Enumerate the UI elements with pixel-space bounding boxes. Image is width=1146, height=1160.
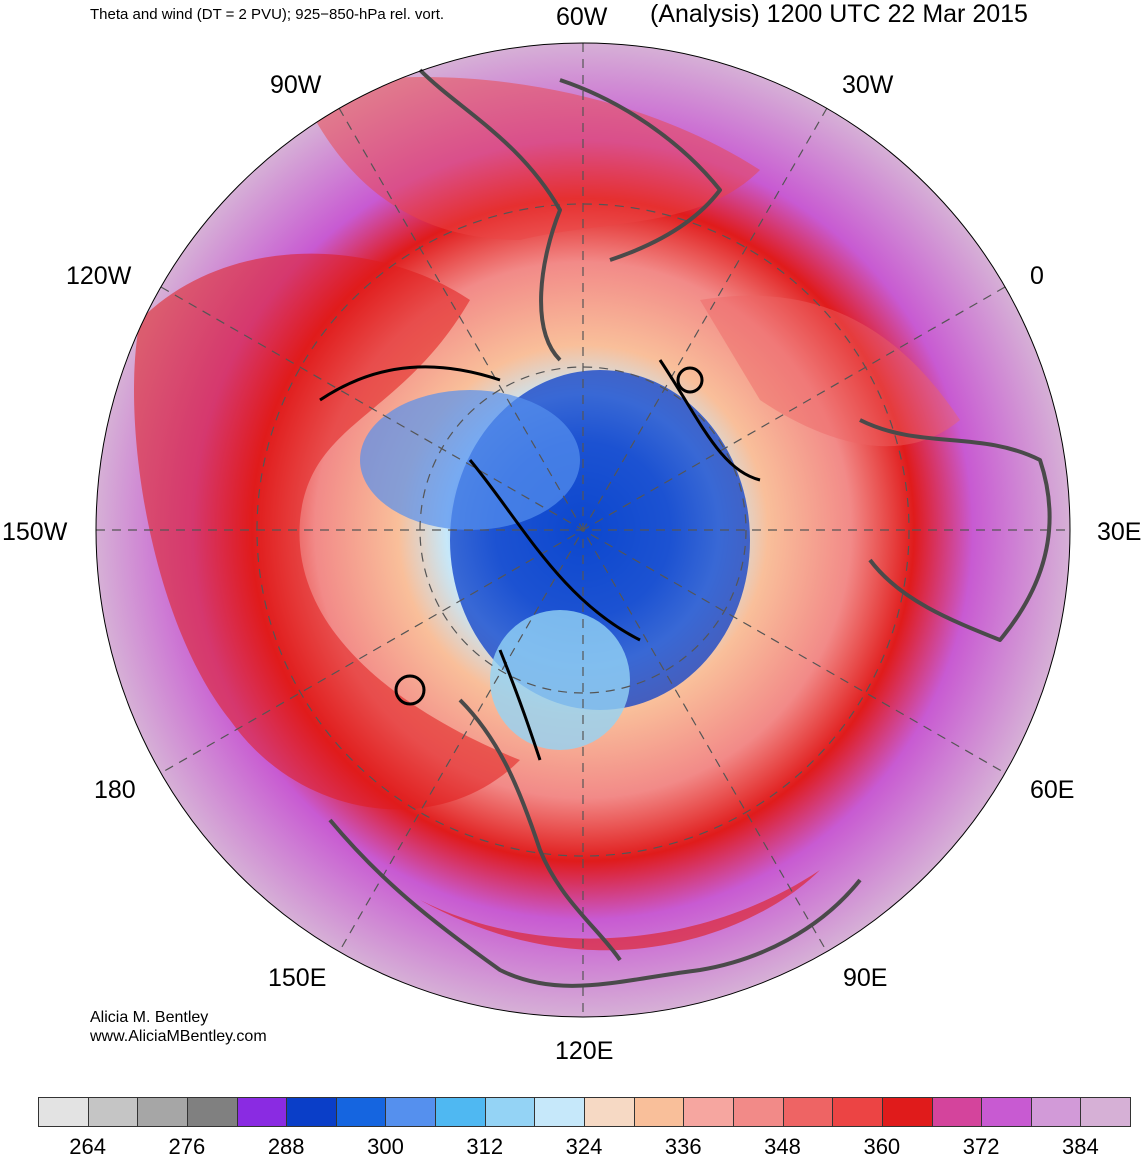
- lon-label-60w: 60W: [556, 3, 608, 31]
- colorbar-tick-label: 384: [1062, 1134, 1099, 1159]
- colorbar-swatch: [186, 1097, 238, 1127]
- lon-label-90e: 90E: [843, 964, 888, 992]
- lon-label-120w: 120W: [66, 262, 132, 290]
- colorbar-tick-label: 360: [863, 1134, 901, 1159]
- colorbar-swatch: [1030, 1097, 1082, 1127]
- lon-label-120e: 120E: [555, 1037, 614, 1065]
- lon-label-0: 0: [1030, 262, 1044, 290]
- colorbar-swatch: [931, 1097, 983, 1127]
- colorbar-tick-label: 372: [962, 1134, 1000, 1159]
- colorbar-swatch: [335, 1097, 387, 1127]
- colorbar-tick-label: 348: [764, 1134, 801, 1159]
- lon-label-150e: 150E: [268, 964, 327, 992]
- colorbar-swatch: [832, 1097, 883, 1127]
- credit-website: www.AliciaMBentley.com: [90, 1028, 267, 1045]
- colorbar-swatch: [286, 1097, 337, 1127]
- graticule: [96, 43, 1070, 1017]
- colorbar-swatch: [484, 1097, 536, 1127]
- colorbar-tick-label: 324: [565, 1134, 603, 1159]
- colorbar-tick-label: 276: [168, 1134, 206, 1159]
- colorbar-swatch: [534, 1097, 586, 1127]
- colorbar-swatch: [732, 1097, 784, 1127]
- colorbar-tick-label: 288: [267, 1134, 305, 1159]
- colorbar-swatch: [38, 1097, 89, 1127]
- coastlines: [328, 68, 1052, 988]
- vorticity-contours: [319, 359, 761, 761]
- left-title: Theta and wind (DT = 2 PVU); 925−850-hPa…: [90, 6, 445, 23]
- right-title: (Analysis) 1200 UTC 22 Mar 2015: [650, 0, 1028, 28]
- colorbar-swatch: [385, 1097, 437, 1127]
- colorbar-tick-label: 264: [69, 1134, 106, 1159]
- colorbar-swatch: [782, 1097, 834, 1127]
- colorbar-swatch: [236, 1097, 288, 1127]
- lon-label-90w: 90W: [270, 71, 322, 99]
- colorbar-tick-label: 336: [664, 1134, 702, 1159]
- colorbar-swatch: [1080, 1097, 1132, 1127]
- colorbar: [38, 1097, 1132, 1127]
- colorbar-swatch: [881, 1097, 933, 1127]
- colorbar-swatch: [137, 1097, 188, 1127]
- map-border: [95, 42, 1071, 1018]
- colorbar-tick-label: 312: [466, 1134, 504, 1159]
- colorbar-swatch: [87, 1097, 139, 1127]
- credit-author: Alicia M. Bentley: [90, 1009, 209, 1026]
- colorbar-swatch: [435, 1097, 486, 1127]
- lon-label-180: 180: [94, 776, 136, 804]
- lon-label-150w: 150W: [2, 518, 68, 546]
- colorbar-swatch: [683, 1097, 734, 1127]
- colorbar-labels: 264 276 288 300 312 324 336 348 360 372 384: [0, 1134, 1146, 1159]
- colorbar-swatch: [633, 1097, 685, 1127]
- colorbar-swatch: [584, 1097, 635, 1127]
- lon-label-30w: 30W: [842, 71, 894, 99]
- colorbar-tick-label: 300: [367, 1134, 404, 1159]
- lon-label-60e: 60E: [1030, 776, 1075, 804]
- colorbar-swatch: [981, 1097, 1032, 1127]
- lon-label-30e: 30E: [1097, 518, 1142, 546]
